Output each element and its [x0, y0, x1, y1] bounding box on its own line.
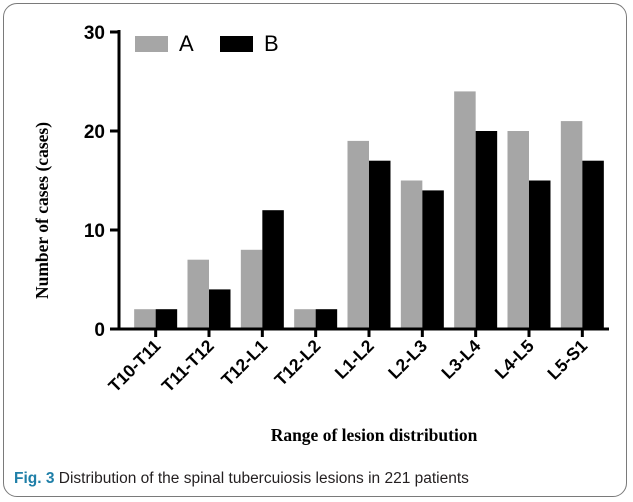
bar-A-T12-L1 [240, 249, 263, 329]
bar-A-T11-T12 [187, 259, 209, 329]
bar-B-T12-L2 [315, 309, 338, 329]
bar-A-L3-L4 [454, 91, 476, 330]
y-tick-label-30: 30 [84, 23, 105, 44]
x-tick-label-T12-L1: T12-L1 [217, 335, 271, 389]
figure-frame: 0 10 20 30 T10-T11 T11-T12 T12-L1 T12-L2 L1-L2 L2… [3, 3, 627, 497]
x-axis-title: Range of lesion distribution [271, 425, 478, 445]
bar-A-L1-L2 [347, 140, 369, 329]
legend-label-A: A [179, 31, 194, 56]
x-tick-label-T12-L2: T12-L2 [270, 335, 324, 389]
bar-A-T12-L2 [294, 309, 316, 329]
bar-B-L2-L3 [422, 190, 444, 329]
legend-swatch-A [135, 36, 168, 52]
x-tick-label-L2-L3: L2-L3 [384, 336, 431, 383]
y-axis-title: Number of cases (cases) [32, 122, 52, 299]
x-tick-label-L3-L4: L3-L4 [437, 336, 484, 383]
y-tick-label-20: 20 [84, 122, 105, 143]
bar-B-T12-L1 [262, 210, 284, 329]
bar-A-T10-T11 [134, 309, 156, 329]
legend-swatch-B [220, 36, 253, 52]
figure-caption: Fig. 3 Distribution of the spinal tuberc… [14, 470, 469, 488]
x-tick-label-L4-L5: L4-L5 [491, 336, 538, 383]
bar-A-L5-S1 [560, 121, 583, 329]
x-tick-label-L5-S1: L5-S1 [543, 335, 591, 383]
x-tick-label-T11-T12: T11-T12 [158, 336, 218, 396]
bar-B-T10-T11 [155, 309, 178, 329]
x-tick-label-T10-T11: T10-T11 [104, 336, 164, 396]
bar-B-L1-L2 [369, 160, 391, 329]
figure-caption-label: Fig. 3 [14, 470, 55, 487]
legend-label-B: B [264, 31, 279, 56]
bar-B-L4-L5 [529, 180, 551, 329]
y-tick-label-0: 0 [94, 320, 105, 341]
y-tick-label-10: 10 [84, 221, 105, 242]
bar-A-L2-L3 [400, 180, 423, 329]
figure-caption-text: Distribution of the spinal tubercuiosis … [54, 470, 469, 487]
bar-A-L4-L5 [507, 131, 529, 329]
bar-B-L3-L4 [475, 131, 498, 329]
bar-B-L5-S1 [582, 160, 604, 329]
x-tick-label-L1-L2: L1-L2 [331, 336, 378, 383]
bar-B-T11-T12 [209, 289, 231, 329]
